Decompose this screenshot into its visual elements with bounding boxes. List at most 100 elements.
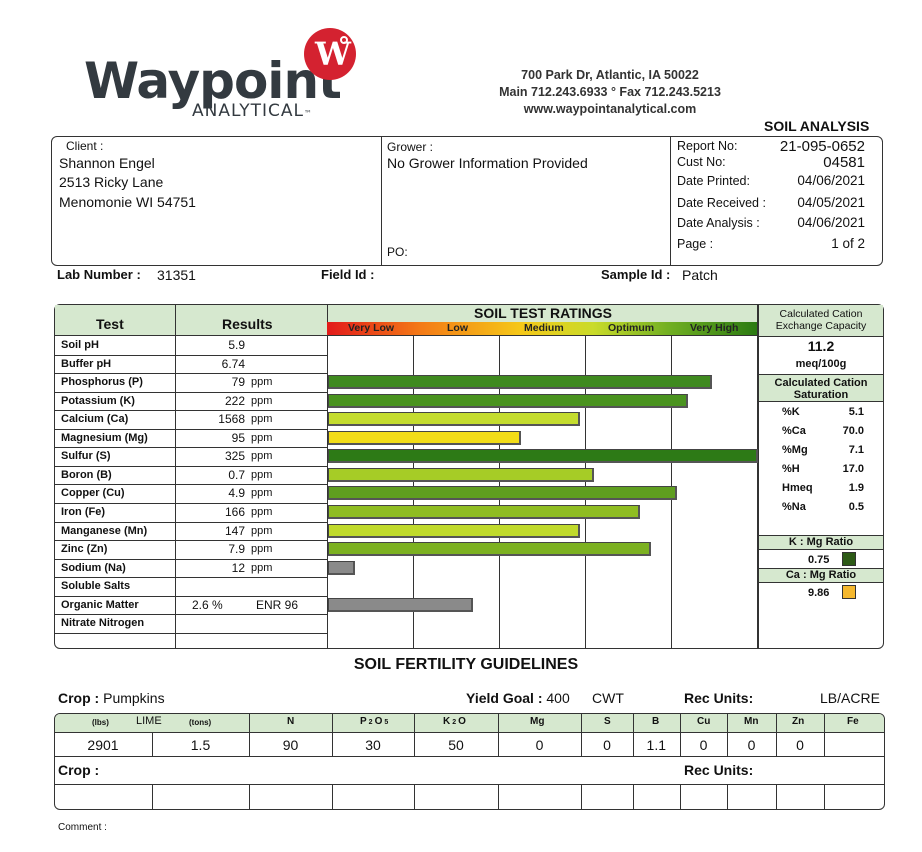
test-name: Manganese (Mn) [61,524,148,537]
scale-label: Very Low [348,322,395,334]
test-unit: ppm [251,431,273,444]
meta-value: 04/06/2021 [797,215,865,230]
rating-scale-bar [327,322,757,335]
test-name: Iron (Fe) [61,505,105,518]
row-divider [54,540,327,542]
test-name: Zinc (Zn) [61,543,108,556]
lab-number-value: 31351 [157,267,196,283]
g-col-line [332,784,333,810]
row-divider [54,577,327,579]
g-header: B [652,716,660,727]
ratings-header: SOIL TEST RATINGS [474,305,612,321]
meta-label: Date Analysis : [677,216,760,230]
rating-bar [328,449,758,464]
g-col-line [152,784,153,810]
cec-unit: meq/100g [795,358,847,370]
g-value: 30 [365,737,381,753]
address-line3[interactable]: www.waypointanalytical.com [523,102,697,116]
guidelines-title: SOIL FERTILITY GUIDELINES [353,656,579,673]
grower-label: Grower : [387,140,434,154]
g-col-line [414,784,415,810]
g-value: 0 [699,737,708,753]
g-col-line [414,713,415,756]
g-value: 1.5 [190,737,211,753]
meta-value: 1 of 2 [831,236,865,251]
row-divider [54,391,327,393]
test-name: Soluble Salts [61,580,131,593]
sat-value: 1.9 [848,482,864,494]
guidelines-table [54,713,885,810]
g-header: Mg [530,716,545,727]
g-header: LIME [136,715,162,727]
yield-unit: CWT [592,690,624,706]
test-value: 2.6 % [192,597,223,612]
sat-value: 7.1 [848,444,864,456]
test-name: Magnesium (Mg) [61,431,148,444]
test-name: Copper (Cu) [61,487,125,500]
g-value: 90 [282,737,299,753]
scale-label: Medium [524,322,564,334]
sat-value: 17.0 [842,463,864,475]
g-col-line [824,713,825,756]
test-name: Boron (B) [61,468,112,481]
rating-bar [328,412,580,427]
g-col-line [498,784,499,810]
row-divider [54,428,327,430]
meta-value: 04/05/2021 [797,195,865,210]
cec-panel [758,304,884,649]
test-name: Nitrate Nitrogen [61,617,145,630]
rating-bar [328,430,521,445]
test-value: 1568 [218,412,245,427]
rating-bar [328,504,640,519]
g-col-line [332,713,333,756]
sat-label: %Ca [782,425,806,437]
test-name: Sodium (Na) [61,561,126,574]
row-divider [54,410,327,412]
test-name: Soil pH [61,339,99,351]
crop2-label: Crop : [58,762,100,778]
saturation-title: Calculated Cation Saturation [759,374,883,402]
camg-title: Ca : Mg Ratio [759,568,883,583]
scale-label: Low [447,322,468,334]
g-header: Zn [792,716,805,727]
g-col-line [581,713,582,756]
row-divider [54,595,327,597]
g-col-line [727,784,728,810]
kmg-title: K : Mg Ratio [759,535,883,550]
test-value: 6.74 [221,356,245,371]
rating-bar [328,393,688,408]
g-col-line [680,784,681,810]
grower-value: No Grower Information Provided [387,155,588,171]
row-divider [54,502,327,504]
test-unit: ppm [251,505,273,518]
client-label: Client : [66,139,104,153]
meta-label: Report No: [677,139,738,153]
g-value: 0 [603,737,611,753]
client-street: 2513 Ricky Lane [59,174,164,190]
sat-label: %Na [782,501,806,513]
camg-value: 9.86 [808,587,830,599]
results-header: Results [222,316,273,332]
g-col-line [824,784,825,810]
po-label: PO: [387,245,408,259]
sample-id-label: Sample Id : [601,267,671,282]
row-divider [54,521,327,523]
test-unit: ppm [251,450,273,463]
sat-label: Hmeq [782,482,813,494]
row-divider [54,373,327,375]
g-value: 50 [448,737,464,753]
header-info-box [51,136,883,266]
g-col-line [776,713,777,756]
test-value: 12 [231,560,245,575]
kmg-swatch [842,552,856,566]
test-value: 222 [224,393,245,408]
test-name: Potassium (K) [61,394,135,407]
g-header: S [604,716,611,727]
meta-label: Page : [677,237,714,251]
g-header: Cu [697,716,711,727]
sat-value: 0.5 [848,501,864,513]
test-name: Phosphorus (P) [61,376,143,389]
test-name: Sulfur (S) [61,450,111,463]
comment-label: Comment : [58,822,107,833]
